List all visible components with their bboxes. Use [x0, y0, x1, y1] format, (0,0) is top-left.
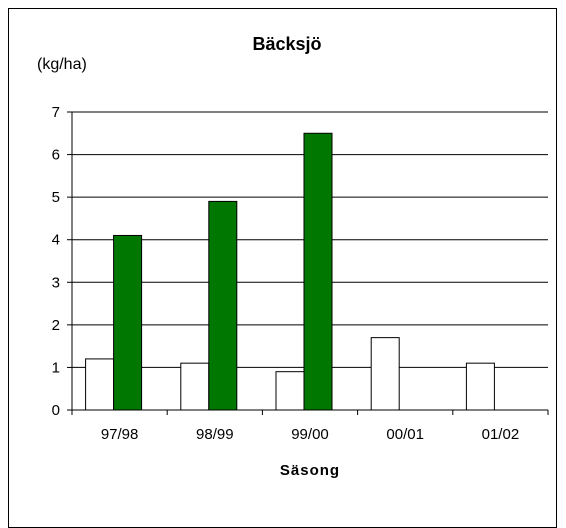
y-tick-label: 4	[52, 232, 60, 249]
bar-97-98-series-1	[85, 358, 115, 411]
y-tick-label: 0	[52, 402, 60, 419]
chart-title: Bäcksjö	[252, 34, 321, 54]
y-tick-labels: 0 1 2 3 4 5 6 7	[52, 104, 60, 419]
x-tick-label: 01/02	[482, 426, 520, 443]
x-tick-labels: 97/98 98/99 99/00 00/01 01/02	[101, 426, 519, 443]
bar-99-00-series-1	[275, 371, 305, 411]
chart: Bäcksjö (kg/ha) Säsong 0 1 2 3 4 5 6 7 97/98 98/…	[37, 34, 549, 479]
y-tick-label: 1	[52, 359, 60, 376]
bar-98-99-series-1	[180, 362, 210, 411]
x-tick-label: 97/98	[101, 426, 139, 443]
y-tick-label: 2	[52, 317, 60, 334]
x-tick-label: 98/99	[196, 426, 234, 443]
bar-97-98-series-2	[113, 234, 143, 411]
bar-99-00-series-2	[303, 132, 333, 411]
axes	[71, 112, 549, 415]
x-axis-label: Säsong	[280, 462, 340, 479]
x-tick-label: 00/01	[386, 426, 424, 443]
bars	[85, 132, 495, 411]
x-tick-label: 99/00	[291, 426, 329, 443]
bar-00-01-series-1	[370, 337, 400, 411]
y-tick-label: 7	[52, 104, 60, 121]
bar-98-99-series-2	[208, 200, 238, 411]
y-tick-label: 5	[52, 189, 60, 206]
y-axis-label: (kg/ha)	[37, 56, 87, 73]
bar-01-02-series-1	[465, 362, 495, 411]
y-tick-label: 6	[52, 147, 60, 164]
y-tick-label: 3	[52, 274, 60, 291]
